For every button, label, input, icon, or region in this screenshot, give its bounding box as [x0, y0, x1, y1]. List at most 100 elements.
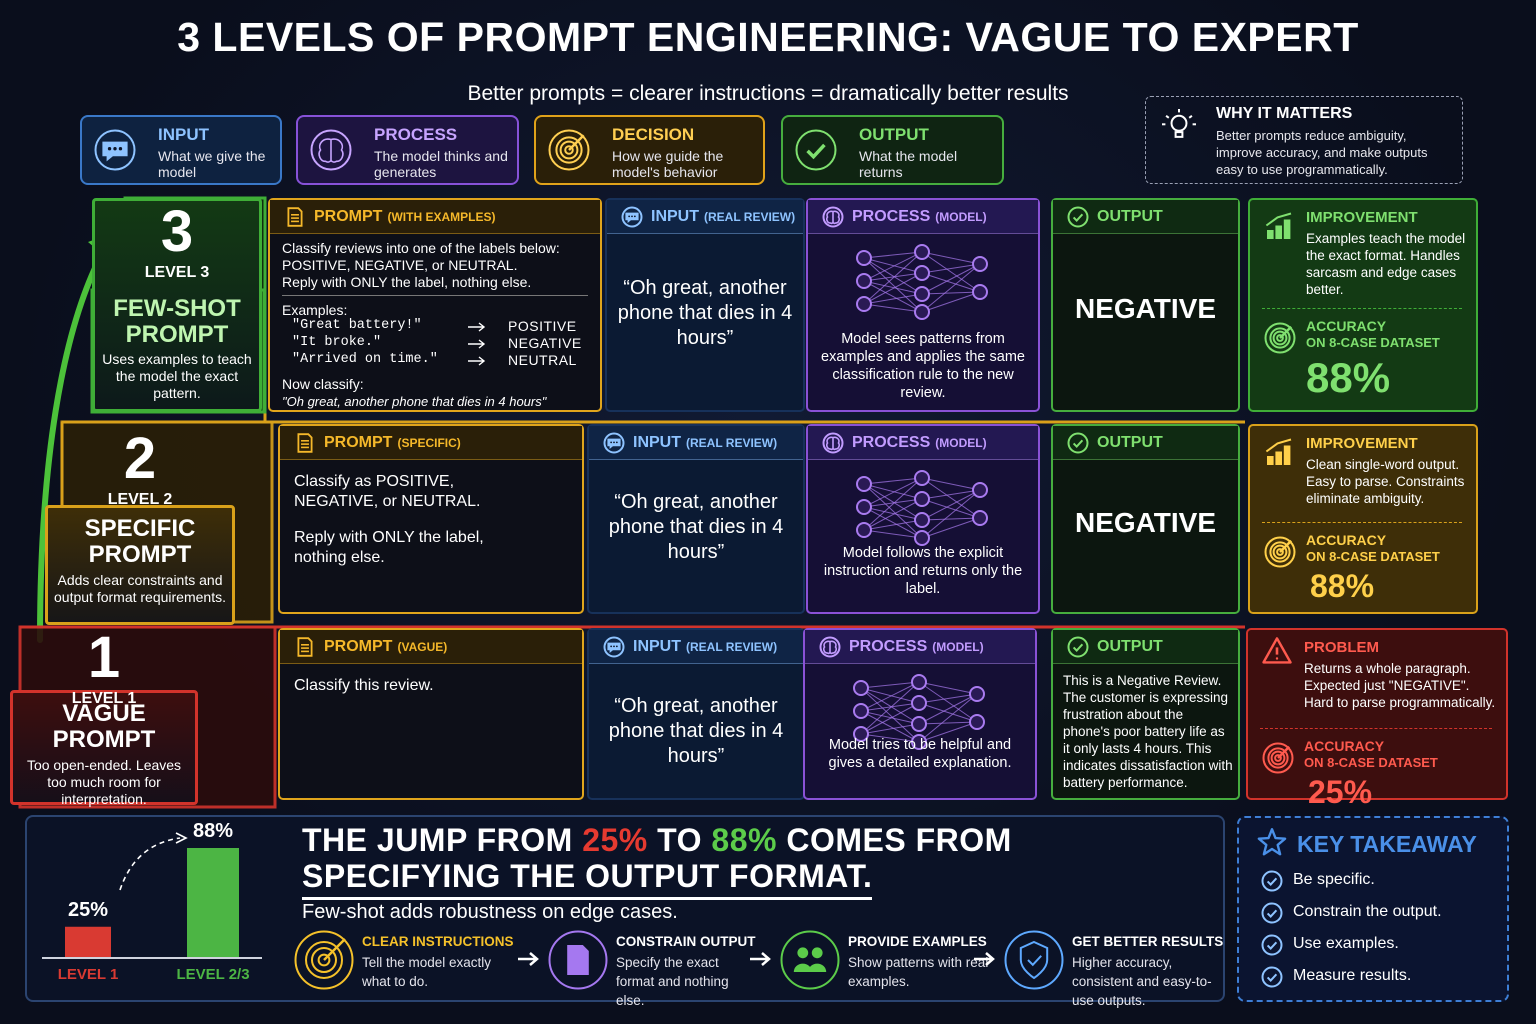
- icon-brain: [826, 436, 840, 451]
- icon-target: [1274, 754, 1282, 762]
- jump-value-label: 25%: [67, 898, 109, 921]
- network-edge: [863, 483, 923, 500]
- icon: [795, 129, 837, 171]
- jump-heading-part: TO: [647, 822, 712, 858]
- network-node: [914, 244, 930, 260]
- network-node: [856, 499, 872, 515]
- icon-ring: [621, 206, 643, 228]
- icon-dart: [1277, 745, 1291, 759]
- icon: [1264, 536, 1296, 568]
- icon-dot: [615, 645, 618, 648]
- network-edge: [863, 280, 923, 295]
- icon-brain: [318, 138, 344, 163]
- icon-target: [305, 941, 343, 979]
- card: IMPROVEMENT Clean single-word output. Eas…: [1248, 424, 1478, 614]
- example-text: "Arrived on time.": [292, 352, 438, 367]
- icon: [94, 129, 136, 171]
- icon-target: [1267, 747, 1289, 769]
- legend-title: OUTPUT: [859, 125, 929, 144]
- icon-ring: [548, 129, 590, 171]
- icon: [1265, 438, 1292, 465]
- legend-item: DECISION How we guide the model's behavio…: [534, 115, 765, 185]
- note-title: IMPROVEMENT: [1306, 209, 1418, 226]
- network-edge: [921, 489, 981, 521]
- icon-warn: [1262, 637, 1292, 664]
- icon: [603, 636, 625, 658]
- icon-star: [1257, 828, 1287, 856]
- step-title: PROVIDE EXAMPLES: [848, 934, 987, 949]
- network-node: [969, 714, 985, 730]
- card-title-text: INPUT: [633, 638, 681, 655]
- network-edge: [921, 477, 981, 519]
- icon: [853, 674, 985, 750]
- card: PROMPT (WITH EXAMPLES) Classify reviews in…: [268, 198, 602, 412]
- accuracy-title: ACCURACY: [1304, 738, 1385, 754]
- network-edge: [921, 263, 981, 295]
- icon-target: [1270, 750, 1286, 766]
- icon: [856, 244, 988, 320]
- icon-target: [1276, 548, 1284, 556]
- output-label: NEGATIVE: [1074, 507, 1217, 538]
- example-arrow: [468, 322, 486, 332]
- network-edge: [918, 693, 978, 704]
- network-edge: [860, 681, 920, 689]
- note-divider: [1262, 522, 1462, 523]
- network-edge: [860, 681, 920, 735]
- card-title-text: OUTPUT: [1097, 638, 1163, 655]
- icon-target: [1276, 334, 1284, 342]
- legend-item: INPUT What we give the model: [80, 115, 282, 185]
- jump-bar: [65, 926, 111, 958]
- icon: [856, 470, 988, 546]
- step-title: GET BETTER RESULTS: [1072, 934, 1224, 949]
- icon-ring: [795, 129, 837, 171]
- card-header: PROCESS (MODEL): [808, 426, 1038, 460]
- icon-up: [1265, 212, 1292, 227]
- card-title-text: PROCESS: [849, 638, 928, 655]
- jump-bar: [187, 848, 239, 958]
- icon-ring: [1262, 742, 1294, 774]
- network-node: [972, 510, 988, 526]
- card-title: PROMPT (SPECIFIC): [324, 434, 461, 452]
- takeaway-box: KEY TAKEAWAY Be specific. Constrain the ou…: [1237, 816, 1509, 1002]
- card-title-tag: (VAGUE): [397, 640, 448, 654]
- network-edge: [863, 498, 923, 531]
- level-badge: VAGUE PROMPT Too open-ended. Leaves too m…: [10, 690, 198, 807]
- network-edge: [921, 517, 981, 521]
- jump-heading-part: THE JUMP FROM: [302, 822, 583, 858]
- takeaway-item: Be specific.: [1293, 871, 1375, 888]
- icon-bulb: [1170, 114, 1188, 132]
- level-badge: SPECIFIC PROMPT Adds clear constraints an…: [45, 505, 235, 625]
- icon-ray: [1165, 115, 1170, 119]
- icon: [1004, 930, 1064, 990]
- icon-check: [1072, 439, 1084, 448]
- network-edge: [860, 702, 920, 712]
- network-edge: [860, 710, 920, 743]
- level-number: 3: [160, 199, 194, 264]
- network-edge: [863, 498, 923, 508]
- network-node: [914, 304, 930, 320]
- note-text: Clean single-word output. Easy to parse.…: [1306, 457, 1465, 506]
- icon-brain: [823, 640, 837, 655]
- network-edge: [918, 681, 978, 723]
- jump-arrowhead: [175, 832, 188, 844]
- input-text: “Oh great, another phone that dies in 4 …: [608, 491, 784, 563]
- card-title: PROMPT (VAGUE): [324, 638, 447, 656]
- network-node: [856, 273, 872, 289]
- icon-dot: [628, 215, 631, 218]
- icon: [750, 952, 771, 966]
- network-edge: [863, 257, 923, 295]
- icon-body: [793, 963, 812, 972]
- card: INPUT (REAL REVIEW) “Oh great, another pho…: [587, 628, 805, 800]
- icon-target: [311, 947, 337, 973]
- prompt-line: Classify reviews into one of the labels …: [282, 240, 560, 256]
- icon-target: [555, 136, 583, 164]
- card-header: OUTPUT: [1053, 630, 1238, 664]
- icon-ring: [1261, 902, 1283, 924]
- card-title-text: PROMPT: [314, 208, 383, 225]
- jump-heading: THE JUMP FROM 25% TO 88% COMES FROM: [302, 822, 1012, 859]
- network-node: [856, 522, 872, 538]
- page-subtitle: Better prompts = clearer instructions = …: [467, 82, 1069, 105]
- step-text: Higher accuracy, consistent and easy-to-…: [1072, 955, 1212, 1008]
- prompt-line: Classify as POSITIVE, NEGATIVE, or NEUTR…: [294, 473, 481, 510]
- card-title: INPUT (REAL REVIEW): [633, 434, 777, 452]
